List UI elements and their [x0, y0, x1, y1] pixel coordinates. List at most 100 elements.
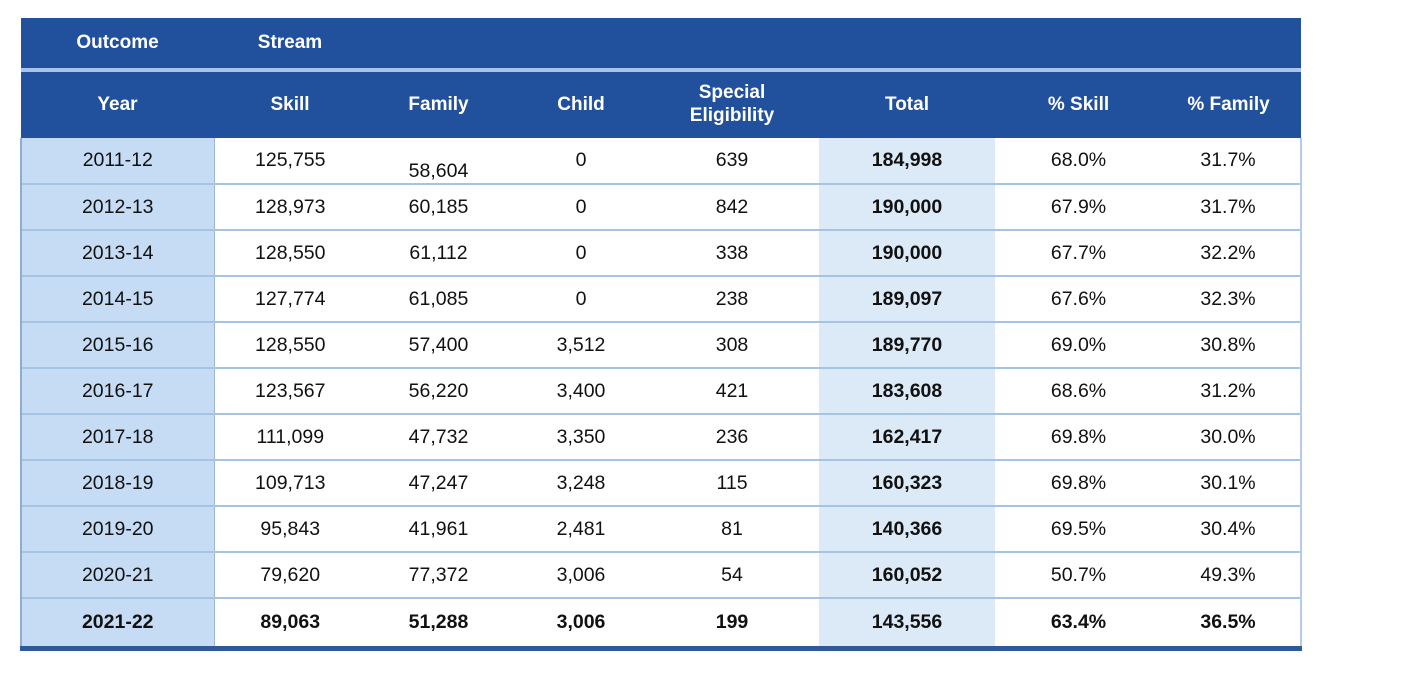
year-cell: 2018-19 — [20, 459, 215, 506]
special-eligibility-value: 115 — [716, 471, 748, 494]
total-cell: 183,608 — [813, 367, 1001, 414]
table-row: 2016-17 123,567 56,220 3,400 421 183,608… — [20, 367, 1302, 414]
skill-cell: 127,774 — [214, 275, 366, 322]
pct-family-cell: 30.0% — [1156, 413, 1302, 460]
migration-outcomes-table: Outcome Stream Year Skill Family Child S… — [20, 18, 1302, 651]
family-cell: 60,185 — [366, 183, 511, 230]
column-header-total: Total — [813, 70, 1001, 138]
table-row: 2020-21 79,620 77,372 3,006 54 160,052 5… — [20, 551, 1302, 598]
pct-family-value: 31.2% — [1200, 379, 1256, 402]
table-row: 2019-20 95,843 41,961 2,481 81 140,366 6… — [20, 505, 1302, 552]
child-cell: 3,006 — [511, 551, 651, 598]
total-cell: 190,000 — [813, 229, 1001, 276]
year-cell: 2014-15 — [20, 275, 215, 322]
column-header-pct-skill-label: % Skill — [1047, 93, 1110, 115]
pct-skill-cell: 69.8% — [1001, 459, 1156, 506]
pct-family-cell: 32.2% — [1156, 229, 1302, 276]
year-cell: 2021-22 — [20, 597, 215, 648]
year-value: 2020-21 — [81, 563, 154, 586]
special-eligibility-cell: 199 — [651, 597, 813, 648]
column-header-skill-label: Skill — [270, 93, 310, 115]
total-value: 160,052 — [871, 563, 943, 586]
child-value: 3,512 — [556, 333, 606, 356]
column-header-pct-skill: % Skill — [1001, 70, 1156, 138]
family-value: 60,185 — [408, 195, 469, 218]
family-value: 47,247 — [408, 471, 469, 494]
family-cell: 58,604 — [366, 138, 511, 184]
child-value: 2,481 — [556, 517, 606, 540]
family-cell: 61,112 — [366, 229, 511, 276]
family-value: 56,220 — [408, 379, 469, 402]
special-eligibility-cell: 81 — [651, 505, 813, 552]
total-value: 140,366 — [871, 517, 943, 540]
year-value: 2014-15 — [81, 287, 154, 310]
special-eligibility-value: 81 — [721, 517, 743, 540]
family-value: 57,400 — [408, 333, 469, 356]
special-eligibility-value: 421 — [715, 379, 749, 402]
column-header-child: Child — [511, 70, 651, 138]
special-eligibility-cell: 54 — [651, 551, 813, 598]
column-header-family-label: Family — [408, 93, 469, 115]
table-row: 2014-15 127,774 61,085 0 238 189,097 67.… — [20, 275, 1302, 322]
pct-skill-cell: 69.0% — [1001, 321, 1156, 368]
column-header-total-label: Total — [885, 93, 929, 115]
family-cell: 47,732 — [366, 413, 511, 460]
total-cell: 160,052 — [813, 551, 1001, 598]
child-value: 0 — [575, 287, 587, 310]
pct-family-value: 30.8% — [1200, 333, 1256, 356]
year-cell: 2016-17 — [20, 367, 215, 414]
year-value: 2018-19 — [81, 471, 154, 494]
pct-family-value: 31.7% — [1200, 149, 1256, 171]
special-eligibility-cell: 236 — [651, 413, 813, 460]
family-value: 61,112 — [409, 241, 468, 264]
year-cell: 2011-12 — [20, 138, 215, 184]
skill-cell: 128,550 — [214, 229, 366, 276]
column-header-special-eligibility-label: Special Eligibility — [689, 82, 775, 126]
pct-family-value: 30.1% — [1200, 471, 1256, 494]
year-cell: 2015-16 — [20, 321, 215, 368]
skill-cell: 128,550 — [214, 321, 366, 368]
special-eligibility-value: 639 — [715, 149, 749, 171]
total-value: 162,417 — [871, 425, 943, 448]
child-value: 3,350 — [556, 425, 606, 448]
year-value: 2011-12 — [82, 149, 153, 171]
skill-value: 89,063 — [260, 610, 321, 633]
total-cell: 190,000 — [813, 183, 1001, 230]
total-value: 190,000 — [871, 195, 943, 218]
total-cell: 189,770 — [813, 321, 1001, 368]
pct-skill-cell: 68.0% — [1001, 138, 1156, 184]
skill-value: 79,620 — [260, 563, 321, 586]
column-header-year: Year — [21, 70, 214, 138]
table-header: Outcome Stream Year Skill Family Child S… — [21, 18, 1301, 138]
table-row: 2012-13 128,973 60,185 0 842 190,000 67.… — [20, 183, 1302, 230]
child-value: 0 — [575, 149, 587, 171]
skill-value: 123,567 — [255, 379, 326, 402]
group-header-filler — [366, 18, 1301, 72]
special-eligibility-cell: 238 — [651, 275, 813, 322]
skill-cell: 89,063 — [214, 597, 366, 648]
pct-skill-value: 69.8% — [1050, 425, 1107, 448]
total-value: 189,097 — [871, 287, 943, 310]
year-value: 2019-20 — [81, 517, 154, 540]
total-cell: 143,556 — [813, 597, 1001, 648]
pct-family-cell: 32.3% — [1156, 275, 1302, 322]
total-value: 190,000 — [871, 241, 943, 264]
group-header-outcome-label: Outcome — [76, 31, 159, 53]
table-row: 2018-19 109,713 47,247 3,248 115 160,323… — [20, 459, 1302, 506]
pct-family-cell: 30.8% — [1156, 321, 1302, 368]
family-cell: 47,247 — [366, 459, 511, 506]
child-cell: 2,481 — [511, 505, 651, 552]
skill-cell: 95,843 — [214, 505, 366, 552]
table-row: 2021-22 89,063 51,288 3,006 199 143,556 … — [20, 597, 1302, 648]
child-value: 3,400 — [556, 379, 606, 402]
pct-family-cell: 36.5% — [1156, 597, 1302, 648]
pct-family-cell: 30.4% — [1156, 505, 1302, 552]
pct-skill-cell: 67.7% — [1001, 229, 1156, 276]
pct-skill-value: 68.0% — [1050, 149, 1107, 171]
total-cell: 189,097 — [813, 275, 1001, 322]
total-cell: 160,323 — [813, 459, 1001, 506]
special-eligibility-cell: 639 — [651, 138, 813, 184]
table-row: 2015-16 128,550 57,400 3,512 308 189,770… — [20, 321, 1302, 368]
pct-family-value: 32.3% — [1200, 287, 1256, 310]
pct-skill-cell: 50.7% — [1001, 551, 1156, 598]
